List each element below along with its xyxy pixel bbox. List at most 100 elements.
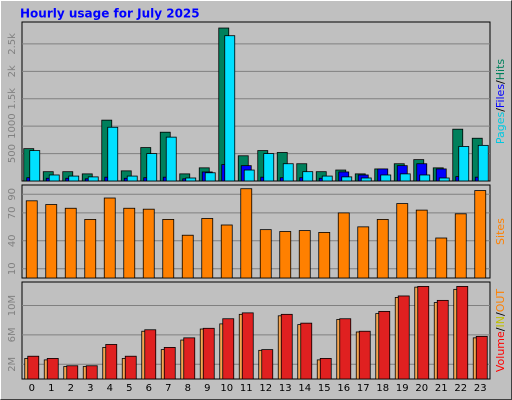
y-tick-label: 2k [7, 65, 18, 77]
bar [358, 330, 371, 380]
bar [241, 312, 254, 380]
y-tick-label: 2M [7, 357, 18, 372]
bar [318, 232, 331, 279]
x-tick-label: 7 [165, 383, 171, 394]
x-tick-label: 11 [240, 383, 253, 394]
bar [84, 219, 97, 279]
plot-area [21, 184, 491, 279]
bar [105, 344, 118, 380]
x-tick-label: 13 [279, 383, 292, 394]
x-tick-label: 5 [126, 383, 132, 394]
legend-label: Files [494, 84, 507, 108]
x-tick-label: 8 [185, 383, 191, 394]
bar [142, 208, 155, 279]
x-tick-label: 4 [107, 383, 113, 394]
y-tick-label: 2.5k [7, 33, 18, 55]
bar [415, 209, 428, 279]
bar [85, 365, 98, 380]
bar [204, 172, 216, 182]
legend-separator: / [494, 108, 507, 112]
bar [282, 163, 294, 182]
bar [162, 219, 175, 279]
bar [46, 358, 59, 380]
bar [183, 337, 196, 380]
bar [419, 174, 431, 182]
bar [243, 169, 255, 182]
bar [298, 230, 311, 279]
bar [475, 335, 488, 380]
bar [123, 207, 136, 279]
legend: Pages/Files/Hits [494, 59, 507, 145]
y-tick-label: 10 [7, 262, 18, 275]
x-tick-label: 22 [454, 383, 467, 394]
bar [435, 237, 448, 279]
legend-label: Sites [494, 218, 507, 245]
x-tick-label: 14 [298, 383, 311, 394]
bar [261, 349, 274, 380]
legend-separator: / [494, 80, 507, 84]
x-tick-label: 20 [415, 383, 428, 394]
legend-label: OUT [494, 289, 507, 313]
y-tick-label: 1.5k [7, 88, 18, 110]
bar [27, 355, 40, 380]
x-tick-label: 3 [87, 383, 93, 394]
bar [263, 153, 275, 182]
bar [477, 144, 489, 182]
x-tick-label: 17 [357, 383, 370, 394]
legend-separator: / [494, 327, 507, 331]
bar [300, 322, 313, 380]
y-tick-label: 70 [7, 207, 18, 220]
bar [302, 171, 314, 182]
bar [376, 219, 389, 279]
x-tick-label: 12 [259, 383, 272, 394]
bar [360, 177, 372, 182]
legend-separator: / [494, 312, 507, 316]
bar [380, 174, 392, 182]
bar [224, 35, 236, 182]
bar [201, 218, 214, 279]
y-tick-label: 40 [7, 234, 18, 247]
bar [357, 226, 370, 279]
bar [259, 229, 272, 279]
legend: Sites [494, 218, 507, 245]
bar [220, 224, 233, 279]
bar [339, 318, 352, 380]
x-tick-label: 19 [396, 383, 409, 394]
bar [319, 358, 332, 380]
bar [337, 212, 350, 279]
bar [240, 188, 253, 279]
bar [103, 197, 116, 279]
bar [279, 231, 292, 279]
bar [396, 203, 409, 279]
bar [378, 310, 391, 380]
bar [438, 177, 450, 182]
y-tick-label: 90 [7, 188, 18, 201]
legend-label: Pages [494, 112, 507, 145]
x-tick-label: 15 [318, 383, 331, 394]
y-tick-label: 500 [7, 144, 18, 163]
bar [163, 347, 176, 380]
legend-label: IN [494, 316, 507, 327]
bar [456, 286, 469, 380]
bar [222, 318, 235, 380]
legend-label: Volume [494, 331, 507, 372]
legend-label: Hits [494, 59, 507, 81]
bar [107, 126, 119, 182]
bar [126, 175, 138, 182]
y-tick-label: 10M [7, 295, 18, 316]
y-tick-label: 1000 [7, 113, 18, 138]
chart-title: Hourly usage for July 2025 [20, 7, 200, 21]
x-tick-label: 0 [29, 383, 35, 394]
x-tick-label: 6 [146, 383, 152, 394]
x-tick-label: 2 [68, 383, 74, 394]
y-tick-label: 6M [7, 327, 18, 342]
x-tick-label: 1 [48, 383, 54, 394]
x-tick-label: 9 [204, 383, 210, 394]
bar [68, 175, 80, 182]
legend: Volume/IN/OUT [494, 289, 507, 373]
bar [474, 190, 487, 279]
bar [436, 299, 449, 380]
